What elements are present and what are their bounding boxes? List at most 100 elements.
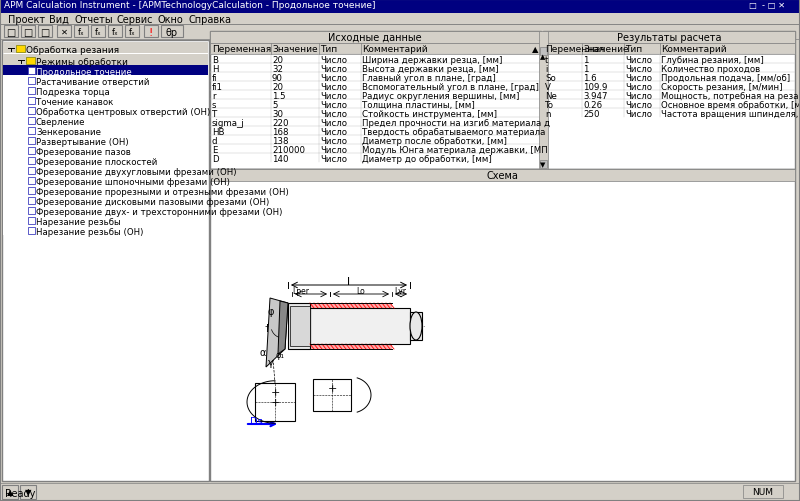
Text: !: ! <box>149 28 153 38</box>
Text: 140: 140 <box>272 155 289 164</box>
Bar <box>288 304 310 349</box>
Bar <box>3 86 208 96</box>
Text: □: □ <box>40 28 50 38</box>
Text: ▼: ▼ <box>25 487 31 496</box>
Bar <box>28 148 35 155</box>
Bar <box>26 58 35 65</box>
Text: l: l <box>347 277 350 287</box>
Bar <box>0 0 800 14</box>
Text: H: H <box>212 65 218 74</box>
Bar <box>0 14 800 25</box>
Text: Фрезерование дисковыми пазовыми фрезами (ОН): Фрезерование дисковыми пазовыми фрезами … <box>36 197 270 206</box>
Bar <box>410 313 422 340</box>
Text: φ: φ <box>268 307 274 316</box>
Bar <box>28 108 35 115</box>
Text: Комментарий: Комментарий <box>661 45 726 54</box>
Bar <box>38 26 52 38</box>
Text: Результаты расчета: Результаты расчета <box>617 33 722 43</box>
Bar <box>28 227 35 234</box>
Text: Число: Число <box>625 110 652 119</box>
Text: Число: Число <box>625 74 652 83</box>
Bar <box>144 26 158 38</box>
Text: D: D <box>266 323 274 333</box>
Text: 1: 1 <box>583 56 589 65</box>
Text: Ne: Ne <box>545 92 557 101</box>
Bar <box>743 485 783 498</box>
Text: 5: 5 <box>272 101 278 110</box>
Bar <box>3 186 208 195</box>
Text: ✕: ✕ <box>61 28 67 37</box>
Text: Проект: Проект <box>8 15 45 25</box>
Text: Число: Число <box>625 83 652 92</box>
Text: Радиус округления вершины, [мм]: Радиус округления вершины, [мм] <box>362 92 519 101</box>
Text: α: α <box>260 347 266 357</box>
Bar <box>3 66 208 76</box>
Text: Окно: Окно <box>158 15 183 25</box>
Bar <box>3 176 208 186</box>
Bar <box>290 307 310 346</box>
Text: Продольная подача, [мм/об]: Продольная подача, [мм/об] <box>661 74 790 83</box>
Text: Диаметр после обработки, [мм]: Диаметр после обработки, [мм] <box>362 137 507 146</box>
Text: +: + <box>270 397 280 407</box>
Text: Вспомогательный угол в плане, [град]: Вспомогательный угол в плане, [град] <box>362 83 539 92</box>
Bar <box>543 32 795 44</box>
Bar <box>161 26 183 38</box>
Text: Главный угол в плане, [град]: Главный угол в плане, [град] <box>362 74 496 83</box>
Bar <box>28 178 35 185</box>
Text: Фрезерование пазов: Фрезерование пазов <box>36 148 131 157</box>
Bar <box>210 44 540 55</box>
Bar <box>210 32 540 44</box>
Bar <box>16 46 25 53</box>
Bar <box>310 344 392 349</box>
Text: NUM: NUM <box>753 487 774 496</box>
Bar <box>28 138 35 145</box>
Text: Число: Число <box>320 56 347 65</box>
Text: Ready: Ready <box>5 488 35 498</box>
Text: Фрезерование двухугловыми фрезами (ОН): Фрезерование двухугловыми фрезами (ОН) <box>36 168 237 177</box>
Text: 20: 20 <box>272 56 283 65</box>
Bar <box>539 32 548 170</box>
Text: Сервис: Сервис <box>116 15 153 25</box>
Text: Высота державки резца, [мм]: Высота державки резца, [мм] <box>362 65 498 74</box>
Bar <box>540 161 547 169</box>
Bar <box>540 48 547 56</box>
Bar <box>3 146 208 156</box>
Text: Число: Число <box>320 83 347 92</box>
Bar <box>28 118 35 125</box>
Text: Фрезерование плоскостей: Фрезерование плоскостей <box>36 158 158 167</box>
Text: E: E <box>212 146 218 155</box>
Text: Число: Число <box>320 65 347 74</box>
Text: Основное время обработки, [мин]: Основное время обработки, [мин] <box>661 101 800 110</box>
Bar <box>28 217 35 224</box>
Text: Отчеты: Отчеты <box>75 15 114 25</box>
Text: □: □ <box>23 28 33 38</box>
Text: Количество проходов: Количество проходов <box>661 65 760 74</box>
Bar <box>21 26 35 38</box>
Text: Ширина державки резца, [мм]: Ширина державки резца, [мм] <box>362 56 502 65</box>
Text: Обработка резания: Обработка резания <box>26 46 119 55</box>
Text: fₓ: fₓ <box>112 28 118 37</box>
Bar <box>28 78 35 85</box>
Bar <box>28 197 35 204</box>
Text: Развертывание (ОН): Развертывание (ОН) <box>36 138 129 147</box>
Text: Число: Число <box>625 56 652 65</box>
Text: 1.5: 1.5 <box>272 92 286 101</box>
Text: - □ ✕: - □ ✕ <box>762 1 785 10</box>
Polygon shape <box>266 299 288 367</box>
Text: 220: 220 <box>272 119 289 128</box>
Bar <box>543 32 795 170</box>
Bar <box>74 26 88 38</box>
Text: 109.9: 109.9 <box>583 83 607 92</box>
Text: Справка: Справка <box>188 15 231 25</box>
Bar <box>543 44 795 55</box>
Text: Сверление: Сверление <box>36 118 86 127</box>
Text: 1.6: 1.6 <box>583 74 597 83</box>
Bar <box>313 379 351 411</box>
Text: Lo: Lo <box>357 287 366 296</box>
Text: ▼: ▼ <box>540 162 546 168</box>
Bar <box>91 26 105 38</box>
Text: Lper: Lper <box>292 287 309 296</box>
Text: Число: Число <box>320 119 347 128</box>
Bar <box>28 168 35 175</box>
Text: Число: Число <box>625 101 652 110</box>
